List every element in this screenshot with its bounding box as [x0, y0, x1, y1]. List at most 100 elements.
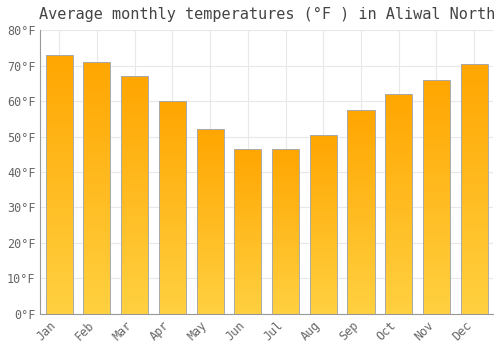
- Bar: [159, 247, 186, 250]
- Bar: [121, 156, 148, 159]
- Bar: [272, 240, 299, 242]
- Bar: [460, 308, 488, 311]
- Bar: [159, 128, 186, 130]
- Bar: [234, 240, 262, 242]
- Bar: [423, 235, 450, 238]
- Bar: [234, 295, 262, 298]
- Bar: [385, 226, 412, 229]
- Bar: [348, 281, 374, 283]
- Bar: [385, 144, 412, 146]
- Bar: [423, 94, 450, 97]
- Bar: [272, 266, 299, 268]
- Bar: [46, 207, 73, 210]
- Bar: [310, 282, 337, 285]
- Bar: [159, 138, 186, 141]
- Bar: [310, 265, 337, 267]
- Bar: [423, 308, 450, 311]
- Bar: [234, 219, 262, 221]
- Bar: [196, 136, 224, 139]
- Bar: [423, 162, 450, 164]
- Bar: [159, 274, 186, 276]
- Bar: [84, 185, 110, 188]
- Bar: [121, 254, 148, 258]
- Bar: [46, 168, 73, 172]
- Bar: [46, 307, 73, 311]
- Bar: [385, 231, 412, 234]
- Bar: [159, 301, 186, 303]
- Bar: [272, 236, 299, 238]
- Bar: [423, 203, 450, 205]
- Bar: [272, 252, 299, 254]
- Bar: [84, 204, 110, 207]
- Bar: [348, 312, 374, 314]
- Bar: [310, 269, 337, 271]
- Bar: [234, 223, 262, 225]
- Bar: [196, 307, 224, 309]
- Bar: [159, 120, 186, 122]
- Bar: [159, 114, 186, 117]
- Bar: [84, 295, 110, 298]
- Bar: [159, 130, 186, 133]
- Bar: [46, 61, 73, 65]
- Bar: [348, 143, 374, 146]
- Bar: [385, 105, 412, 108]
- Bar: [196, 198, 224, 201]
- Bar: [159, 287, 186, 290]
- Bar: [159, 256, 186, 258]
- Bar: [310, 242, 337, 244]
- Bar: [196, 236, 224, 238]
- Bar: [121, 115, 148, 118]
- Bar: [46, 256, 73, 259]
- Bar: [272, 298, 299, 300]
- Bar: [385, 121, 412, 124]
- Bar: [385, 281, 412, 284]
- Bar: [310, 209, 337, 211]
- Bar: [385, 248, 412, 251]
- Bar: [84, 270, 110, 273]
- Bar: [460, 195, 488, 198]
- Bar: [310, 166, 337, 168]
- Bar: [385, 182, 412, 185]
- Bar: [385, 223, 412, 226]
- Bar: [84, 264, 110, 267]
- Bar: [121, 246, 148, 248]
- Bar: [84, 304, 110, 308]
- Bar: [84, 279, 110, 282]
- Bar: [234, 312, 262, 314]
- Bar: [159, 231, 186, 234]
- Bar: [385, 99, 412, 102]
- Bar: [348, 163, 374, 166]
- Bar: [310, 274, 337, 276]
- Bar: [385, 220, 412, 223]
- Bar: [272, 201, 299, 203]
- Bar: [84, 150, 110, 153]
- Bar: [460, 145, 488, 148]
- Bar: [460, 261, 488, 264]
- Bar: [84, 128, 110, 131]
- Bar: [121, 183, 148, 186]
- Bar: [121, 147, 148, 150]
- Bar: [423, 217, 450, 220]
- Bar: [348, 161, 374, 163]
- Bar: [348, 301, 374, 304]
- Bar: [46, 87, 73, 91]
- Bar: [310, 271, 337, 274]
- Bar: [272, 149, 299, 314]
- Bar: [159, 178, 186, 181]
- Bar: [348, 240, 374, 243]
- Bar: [46, 191, 73, 194]
- Bar: [196, 275, 224, 277]
- Bar: [310, 213, 337, 215]
- Bar: [46, 288, 73, 291]
- Bar: [460, 186, 488, 189]
- Bar: [196, 134, 224, 136]
- Bar: [84, 138, 110, 141]
- Bar: [423, 226, 450, 229]
- Bar: [159, 229, 186, 231]
- Bar: [460, 133, 488, 136]
- Bar: [46, 120, 73, 123]
- Bar: [234, 194, 262, 196]
- Bar: [196, 130, 224, 132]
- Bar: [348, 138, 374, 140]
- Bar: [348, 187, 374, 189]
